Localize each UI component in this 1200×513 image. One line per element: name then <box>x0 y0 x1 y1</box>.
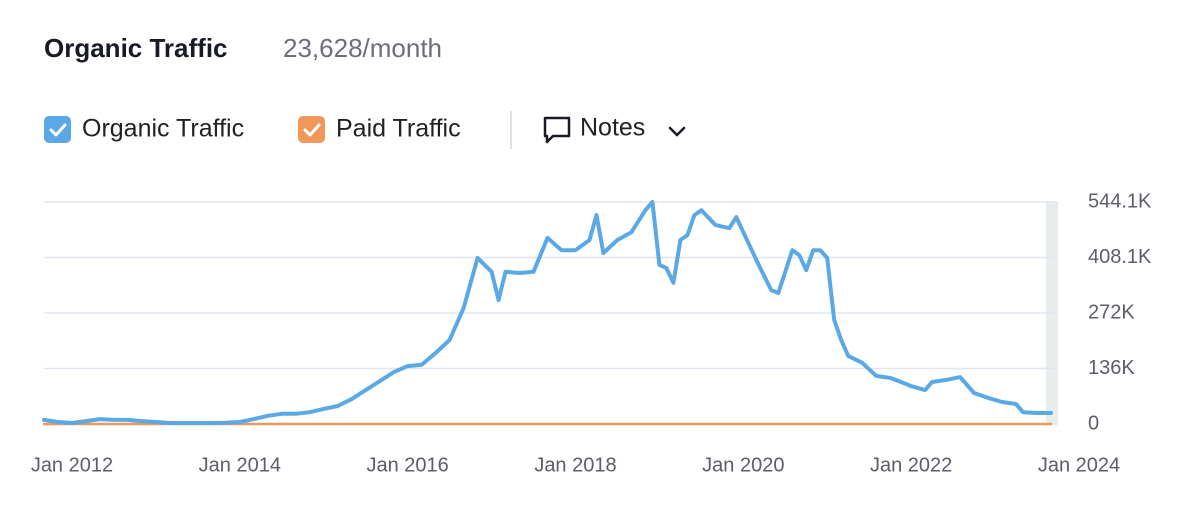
legend-check <box>49 123 67 137</box>
x-tick-label: Jan 2024 <box>1038 454 1120 476</box>
x-tick-label: Jan 2014 <box>199 454 281 476</box>
legend-item[interactable]: Organic Traffic <box>44 115 244 143</box>
notes-chevron <box>668 126 686 137</box>
notes-label: Notes <box>580 114 645 142</box>
notes-icon <box>543 116 571 144</box>
x-tick-label: Jan 2020 <box>702 454 784 476</box>
x-tick-label: Jan 2018 <box>534 454 616 476</box>
legend-checkbox <box>44 116 71 143</box>
chart-title: Organic Traffic <box>44 33 228 63</box>
y-tick-label: 408.1K <box>1088 246 1152 268</box>
legend-checkbox <box>298 116 325 143</box>
x-tick-label: Jan 2016 <box>366 454 448 476</box>
legend-check <box>303 123 321 137</box>
legend-item[interactable]: Paid Traffic <box>298 115 461 143</box>
series-line <box>42 200 1053 425</box>
legend-label: Paid Traffic <box>336 115 461 143</box>
y-tick-label: 272K <box>1088 301 1135 323</box>
x-tick-label: Jan 2012 <box>31 454 113 476</box>
y-tick-label: 136K <box>1088 357 1135 379</box>
notes-button[interactable]: Notes <box>543 114 686 144</box>
legend-label: Organic Traffic <box>82 115 244 143</box>
x-tick-label: Jan 2022 <box>870 454 952 476</box>
y-tick-label: 544.1K <box>1088 190 1152 212</box>
chart-subtitle: 23,628/month <box>283 33 442 63</box>
y-tick-label: 0 <box>1088 412 1099 434</box>
